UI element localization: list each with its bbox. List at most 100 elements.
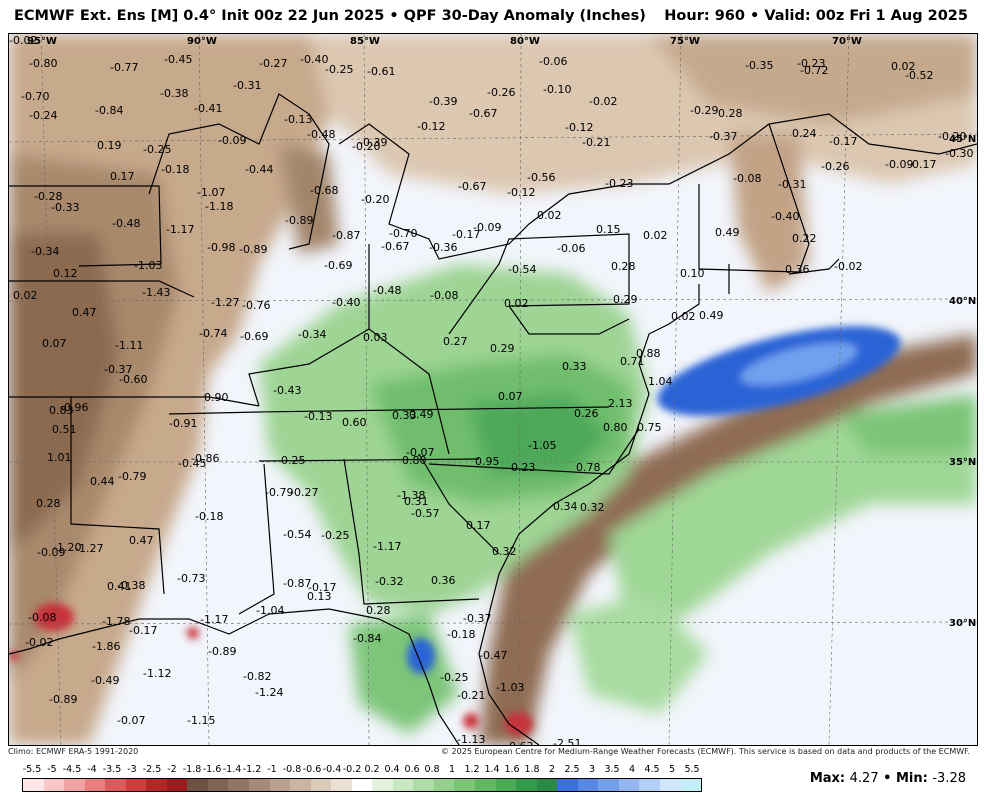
lat-label: 40°N bbox=[949, 296, 976, 307]
colorbar-tick-label: 0.6 bbox=[404, 764, 420, 775]
anomaly-value-label: 0.28 bbox=[366, 604, 391, 617]
colorbar-tick-label: 4.5 bbox=[644, 764, 660, 775]
anomaly-value-label: -0.48 bbox=[307, 128, 335, 141]
anomaly-value-label: -1.05 bbox=[528, 439, 556, 452]
anomaly-value-label: -0.63 bbox=[505, 740, 533, 745]
anomaly-value-label: -0.17 bbox=[829, 135, 857, 148]
min-value: -3.28 bbox=[932, 771, 966, 786]
colorbar-tick-label: 3.5 bbox=[604, 764, 620, 775]
colorbar-swatch bbox=[84, 779, 106, 791]
anomaly-value-label: -0.34 bbox=[298, 328, 326, 341]
colorbar-tick-label: -1.6 bbox=[202, 764, 222, 775]
anomaly-value-label: 0.90 bbox=[204, 391, 229, 404]
colorbar-tick-label: 0.4 bbox=[384, 764, 400, 775]
anomaly-map[interactable]: 95°W 90°W 85°W 80°W 75°W 70°W 45°N 40°N … bbox=[8, 33, 978, 746]
anomaly-value-label: -1.17 bbox=[200, 613, 228, 626]
colorbar-tick-label: 1.2 bbox=[464, 764, 480, 775]
colorbar-ticks: -5.5 -5 -4.5 -4 -3.5 -3 -2.5 -2 -1.8 -1.6 -1.4 -1.2… bbox=[22, 764, 702, 776]
max-label: Max: bbox=[809, 771, 846, 786]
anomaly-value-label: -0.08 bbox=[28, 611, 56, 624]
anomaly-value-label: -0.49 bbox=[91, 674, 119, 687]
anomaly-value-label: 0.28 bbox=[36, 497, 61, 510]
anomaly-value-label: -0.44 bbox=[245, 163, 273, 176]
anomaly-value-label: -0.20 bbox=[352, 140, 380, 153]
latitude-labels: 45°N 40°N 35°N 30°N bbox=[949, 134, 976, 629]
colorbar-swatch bbox=[680, 779, 702, 791]
anomaly-value-label: -0.10 bbox=[543, 83, 571, 96]
anomaly-value-label: -0.09 bbox=[885, 158, 913, 171]
anomaly-value-label: 0.33 bbox=[392, 409, 417, 422]
colorbar-swatch bbox=[331, 779, 352, 791]
colorbar-swatch bbox=[207, 779, 229, 791]
anomaly-value-label: 0.41 bbox=[107, 580, 132, 593]
anomaly-value-label: -0.96 bbox=[60, 401, 88, 414]
anomaly-value-label: -1.38 bbox=[397, 489, 425, 502]
value-labels: -0.80 -0.77-0.45 -0.27 -0.40-0.25 -0.61-0.06… bbox=[9, 34, 973, 745]
anomaly-value-label: 0.32 bbox=[580, 501, 605, 514]
anomaly-value-label: 0.28 bbox=[611, 260, 636, 273]
header: ECMWF Ext. Ens [M] 0.4° Init 00z 22 Jun … bbox=[0, 0, 984, 32]
anomaly-value-label: -0.67 bbox=[469, 107, 497, 120]
stats-separator: • bbox=[883, 771, 892, 786]
colorbar-tick-label: -0.8 bbox=[282, 764, 302, 775]
anomaly-value-label: 0.28 bbox=[718, 107, 743, 120]
anomaly-value-label: -0.74 bbox=[199, 327, 227, 340]
anomaly-value-label: -0.06 bbox=[557, 242, 585, 255]
colorbar-tick-label: -3 bbox=[127, 764, 137, 775]
anomaly-value-label: -0.91 bbox=[169, 417, 197, 430]
anomaly-value-label: -0.25 bbox=[440, 671, 468, 684]
anomaly-value-label: -0.29 bbox=[690, 104, 718, 117]
colorbar-tick-label: 0.8 bbox=[424, 764, 440, 775]
colorbar-swatch bbox=[413, 779, 434, 791]
colorbar-swatch bbox=[249, 779, 270, 791]
anomaly-value-label: -1.43 bbox=[142, 286, 170, 299]
lon-label: 80°W bbox=[510, 36, 540, 47]
anomaly-value-label: -0.57 bbox=[411, 507, 439, 520]
anomaly-value-label: 0.34 bbox=[553, 500, 578, 513]
anomaly-value-label: 0.15 bbox=[596, 223, 621, 236]
colorbar bbox=[22, 778, 702, 792]
lon-label: 90°W bbox=[187, 36, 217, 47]
anomaly-value-label: 0.23 bbox=[511, 461, 536, 474]
anomaly-value-label: -1.78 bbox=[102, 615, 130, 628]
colorbar-swatch bbox=[43, 779, 65, 791]
colorbar-tick-label: -0.6 bbox=[302, 764, 322, 775]
anomaly-value-label: -1.86 bbox=[92, 640, 120, 653]
anomaly-value-label: -1.03 bbox=[496, 681, 524, 694]
colorbar-tick-label: 2.5 bbox=[564, 764, 580, 775]
anomaly-value-label: 1.04 bbox=[648, 375, 673, 388]
anomaly-value-label: -1.17 bbox=[166, 223, 194, 236]
anomaly-value-label: -1.12 bbox=[143, 667, 171, 680]
colorbar-swatch bbox=[475, 779, 496, 791]
anomaly-value-label: 0.49 bbox=[409, 408, 434, 421]
colorbar-swatch bbox=[516, 779, 537, 791]
anomaly-value-label: -0.30 bbox=[945, 147, 973, 160]
colorbar-tick-label: 1 bbox=[448, 764, 456, 775]
anomaly-value-label: -1.04 bbox=[256, 604, 284, 617]
anomaly-value-label: -0.21 bbox=[582, 136, 610, 149]
climo-note: Climo: ECMWF ERA-5 1991-2020 bbox=[8, 747, 139, 756]
anomaly-value-label: -0.28 bbox=[34, 190, 62, 203]
colorbar-tick-label: 1.4 bbox=[484, 764, 500, 775]
colorbar-swatch bbox=[577, 779, 599, 791]
anomaly-value-label: -0.27 bbox=[259, 57, 287, 70]
anomaly-value-label: -0.37 bbox=[104, 363, 132, 376]
max-value: 4.27 bbox=[849, 771, 879, 786]
anomaly-value-label: -0.24 bbox=[29, 109, 57, 122]
anomaly-value-label: -0.26 bbox=[487, 86, 515, 99]
colorbar-tick-label: 5.5 bbox=[684, 764, 700, 775]
anomaly-value-label: 0.13 bbox=[307, 590, 332, 603]
anomaly-value-label: -0.13 bbox=[284, 113, 312, 126]
anomaly-value-label: -0.26 bbox=[821, 160, 849, 173]
colorbar-swatch bbox=[454, 779, 476, 791]
anomaly-value-label: -1.13 bbox=[457, 733, 485, 745]
anomaly-value-label: 0.80 bbox=[402, 454, 427, 467]
anomaly-value-label: -0.02 bbox=[9, 34, 37, 47]
anomaly-value-label: -0.80 bbox=[29, 57, 57, 70]
anomaly-value-label: 0.36 bbox=[431, 574, 456, 587]
anomaly-value-label: -0.07 bbox=[406, 446, 434, 459]
anomaly-value-label: 0.17 bbox=[466, 519, 491, 532]
colorbar-swatch bbox=[228, 779, 250, 791]
anomaly-shading bbox=[9, 34, 977, 745]
anomaly-value-label: -0.87 bbox=[283, 577, 311, 590]
